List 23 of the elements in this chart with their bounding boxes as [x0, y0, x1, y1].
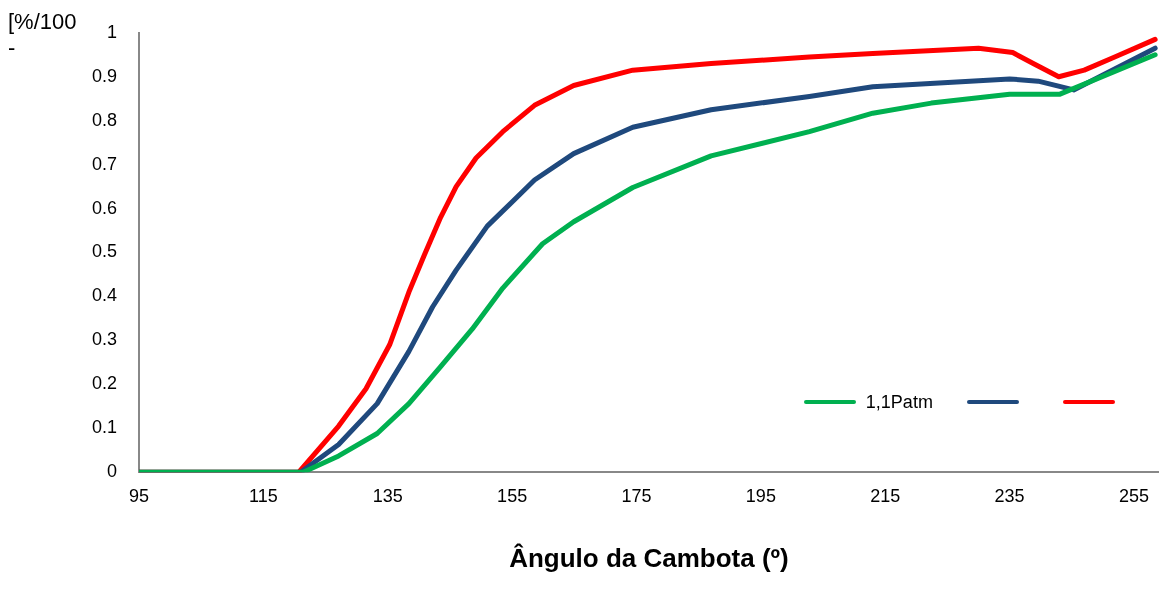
- y-tick-label: 1: [107, 21, 118, 42]
- y-tick-label: 0.6: [91, 197, 118, 218]
- x-tick-label: 175: [621, 485, 652, 506]
- y-axis-title: [%/100 -: [8, 9, 77, 61]
- y-tick-label: 0.5: [91, 241, 118, 262]
- y-tick-label: 0.2: [91, 373, 118, 394]
- x-tick-label: 215: [870, 485, 901, 506]
- legend-label: 1,1Patm: [865, 391, 933, 413]
- y-tick-label: 0.9: [91, 65, 118, 86]
- x-tick-label: 115: [249, 485, 278, 506]
- y-tick-label: 0.7: [91, 153, 118, 174]
- x-tick-label: 155: [497, 485, 528, 506]
- y-tick-label: 0: [107, 461, 118, 482]
- x-tick-label: 95: [129, 485, 150, 506]
- x-tick-label: 255: [1118, 485, 1150, 506]
- x-tick-label: 195: [745, 485, 776, 506]
- y-tick-label: 0.8: [91, 109, 118, 130]
- y-tick-label: 0.4: [91, 285, 118, 306]
- x-axis-title: Ângulo da Cambota (º): [509, 542, 789, 573]
- y-tick-label: 0.1: [91, 417, 118, 438]
- x-tick-label: 135: [372, 485, 403, 506]
- x-tick-label: 235: [994, 485, 1025, 506]
- y-tick-label: 0.3: [91, 329, 118, 350]
